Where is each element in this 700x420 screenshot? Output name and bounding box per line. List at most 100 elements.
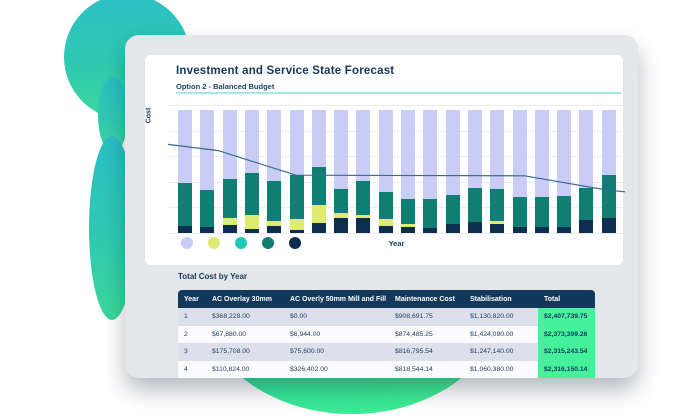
bar-segment-navy-bottom (267, 225, 282, 233)
bar-segment-navy-bottom (356, 218, 371, 233)
table-cell: 1 (184, 313, 188, 321)
x-axis-label: Year (388, 239, 405, 248)
bar-segment-teal (401, 198, 415, 224)
gridline (168, 130, 625, 132)
stacked-bar-year-10[interactable] (378, 110, 393, 233)
bar-segment-navy-bottom (378, 225, 393, 233)
bar-segment-teal (267, 181, 282, 221)
bar-segment-navy-bottom (244, 229, 259, 233)
bar-segment-navy-bottom (289, 229, 304, 233)
table-cell: 3 (184, 348, 188, 356)
table-cell: $75,600.00 (290, 348, 325, 356)
bar-segment-navy-bottom (490, 224, 505, 233)
bar-segment-lavender-top (267, 110, 282, 182)
bar-segment-navy-bottom (467, 221, 482, 233)
bar-segment-navy-bottom (401, 226, 415, 233)
bar-segment-lavender-top (557, 110, 572, 197)
bar-segment-navy-bottom (178, 225, 192, 233)
bar-segment-lavender-top (222, 110, 237, 179)
stacked-bar-year-18[interactable] (557, 110, 572, 233)
table-header-cell: AC Overlay 30mm (212, 295, 272, 303)
table-cell: $368,228.00 (212, 313, 250, 321)
bar-segment-yellow-green (401, 223, 415, 227)
stacked-bar-year-15[interactable] (490, 110, 505, 233)
table-cell: $67,880.00 (212, 330, 247, 338)
stacked-bar-year-5[interactable] (267, 110, 282, 233)
legend-dot-2[interactable] (208, 237, 220, 249)
stacked-bar-year-6[interactable] (289, 110, 304, 233)
bar-segment-teal (222, 178, 237, 218)
table-cell: $1,060,380.00 (470, 365, 514, 373)
bar-segment-yellow-green (222, 217, 237, 226)
bar-segment-teal (579, 187, 594, 221)
stacked-bar-year-13[interactable] (445, 110, 460, 233)
subtitle-underline (176, 92, 621, 94)
table-header-cell: Total (544, 295, 561, 303)
table-header-cell: Maintenance Cost (395, 295, 455, 303)
table-header-cell: AC Overly 50mm Mill and Fill (290, 295, 387, 303)
legend-dot-3[interactable] (235, 237, 247, 249)
bar-segment-yellow-green (356, 214, 371, 219)
table-cell: $874,485.25 (395, 330, 433, 338)
bar-segment-lavender-top (356, 110, 371, 182)
stacked-bar-year-19[interactable] (579, 110, 594, 233)
bar-segment-navy-bottom (579, 220, 594, 233)
bar-segment-yellow-green (490, 221, 505, 225)
bar-segment-teal (467, 187, 482, 222)
bar-segment-lavender-top (200, 110, 215, 190)
table-row-2: 2 $67,880.00 $6,944.00 $874,485.25 $1,424,09… (178, 325, 595, 343)
bar-segment-yellow-green (378, 219, 393, 226)
table-header-cell: Year (184, 295, 199, 303)
bar-segment-teal (512, 197, 527, 227)
bar-segment-teal (178, 182, 192, 226)
bar-segment-lavender-top (401, 110, 415, 199)
stacked-bar-year-8[interactable] (334, 110, 349, 233)
stacked-bar-year-9[interactable] (356, 110, 371, 233)
table-cell-total: $2,407,739.75 (538, 308, 595, 326)
bar-segment-navy-bottom (601, 218, 616, 233)
gridline (168, 181, 625, 183)
bar-segment-yellow-green (244, 214, 259, 230)
stacked-bar-year-20[interactable] (601, 110, 616, 233)
dashboard-card: Investment and Service State Forecast Op… (125, 35, 638, 378)
stacked-bar-year-14[interactable] (467, 110, 482, 233)
bar-segment-yellow-green (289, 218, 304, 230)
bar-segment-yellow-green (334, 213, 349, 219)
legend-dot-4[interactable] (262, 237, 274, 249)
bar-segment-lavender-top (423, 110, 438, 199)
table-cell: 4 (184, 365, 188, 373)
bar-segment-navy-bottom (534, 226, 549, 233)
table-title: Total Cost by Year (178, 272, 248, 281)
stacked-bar-year-12[interactable] (423, 110, 438, 233)
bar-segment-lavender-top (334, 110, 349, 189)
bar-segment-navy-bottom (445, 224, 460, 233)
bar-segment-teal (334, 188, 349, 214)
bar-segment-lavender-top (601, 110, 616, 175)
stacked-bar-year-17[interactable] (534, 110, 549, 233)
stacked-bar-year-2[interactable] (200, 110, 215, 233)
bar-segment-teal (244, 172, 259, 215)
legend-dot-1[interactable] (181, 237, 193, 249)
table-cell: $818,544.14 (395, 365, 433, 373)
bar-segment-yellow-green (311, 204, 326, 224)
gridline (168, 156, 625, 158)
bar-segment-teal (557, 196, 572, 227)
stacked-bar-year-7[interactable] (311, 110, 326, 233)
bar-segment-navy-bottom (334, 218, 349, 233)
table-cell: $326,402.00 (290, 365, 328, 373)
trend-line (167, 143, 626, 193)
stacked-bar-year-11[interactable] (401, 110, 415, 233)
table-cell: $816,795.54 (395, 348, 433, 356)
chart-plot-area (167, 105, 626, 234)
chart-subtitle: Option 2 - Balanced Budget (176, 82, 275, 91)
table-cell: $1,247,140.00 (470, 348, 514, 356)
bar-segment-navy-bottom (512, 226, 527, 233)
bar-segment-lavender-top (534, 110, 549, 197)
table-row-1: 1 $368,228.00 $0.00 $908,691.75 $1,130,820.0… (178, 308, 595, 326)
table-cell-total: $2,316,150.14 (538, 360, 595, 378)
stacked-bar-year-4[interactable] (244, 110, 259, 233)
table-cell: $1,424,090.00 (470, 330, 514, 338)
stacked-bar-year-3[interactable] (222, 110, 237, 233)
legend-dot-5[interactable] (289, 237, 301, 249)
y-axis-label: Cost (145, 107, 153, 124)
